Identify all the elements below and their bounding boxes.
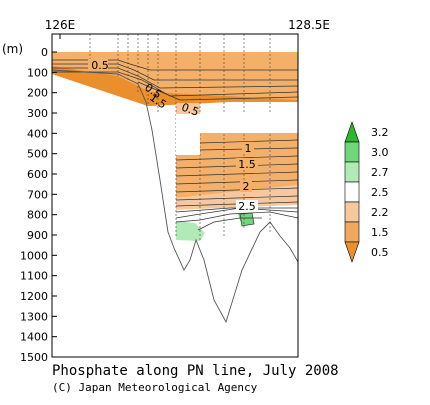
- y-tick-label-2: 200: [27, 87, 48, 100]
- y-tick-label-4: 400: [27, 127, 48, 140]
- bottom-topography-line: [51, 69, 299, 324]
- colorbar-band-3: [344, 181, 360, 203]
- y-tick-label-15: 1500: [20, 351, 48, 364]
- colorbar-label-2: 2.7: [371, 166, 389, 179]
- copyright-credit: (C) Japan Meteorological Agency: [52, 381, 258, 394]
- contour-label-3: 0.5: [180, 101, 201, 119]
- colorbar-band-1: [344, 141, 360, 163]
- deep-fill-lower: [176, 205, 298, 239]
- colorbar-band-0: [344, 121, 360, 143]
- contour-label-5: 1.5: [238, 158, 256, 171]
- y-tick-label-3: 300: [27, 107, 48, 120]
- y-axis: (m) 0 100 200 300 400 500 600 700 800 900 1000 1100…: [2, 42, 57, 364]
- y-tick-label-11: 1100: [20, 270, 48, 283]
- mid-gap-fill: [176, 103, 200, 114]
- colorbar-label-6: 0.5: [371, 246, 389, 259]
- y-tick-label-6: 600: [27, 168, 48, 181]
- y-tick-label-5: 500: [27, 148, 48, 161]
- colorbar-label-1: 3.0: [371, 146, 389, 159]
- colorbar-band-6: [344, 241, 360, 263]
- y-tick-label-8: 800: [27, 209, 48, 222]
- contour-label-4: 1: [245, 142, 252, 155]
- contour-label-0: 0.5: [91, 59, 109, 72]
- colorbar-band-4: [344, 201, 360, 223]
- contour-label-7: 2.5: [238, 200, 256, 213]
- y-tick-label-12: 1200: [20, 290, 48, 303]
- x-tick-label-1: 128.5E: [288, 18, 330, 32]
- chart-title: Phosphate along PN line, July 2008: [52, 363, 339, 379]
- y-tick-label-0: 0: [41, 46, 48, 59]
- deep-patch-green: [238, 213, 254, 226]
- y-tick-label-1: 100: [27, 66, 48, 79]
- colorbar-label-3: 2.5: [371, 186, 389, 199]
- deep-fill-middle: [176, 185, 298, 210]
- colorbar-label-5: 1.5: [371, 226, 389, 239]
- contour-labels: 0.5 0.5 1.5 0.5 1 1.5 2 2.5: [88, 59, 258, 213]
- data-fill: [52, 52, 298, 241]
- plot-frame: [51, 33, 299, 358]
- y-tick-label-14: 1400: [20, 331, 48, 344]
- data-gaps: [176, 114, 298, 155]
- colorbar-band-5: [344, 221, 360, 243]
- slope-fill: [52, 66, 298, 106]
- deep-fill-green: [176, 221, 205, 241]
- y-tick-label-9: 900: [27, 229, 48, 242]
- colorbar-label-4: 2.2: [371, 206, 389, 219]
- x-tick-label-0: 126E: [45, 18, 76, 32]
- y-tick-label-10: 1000: [20, 249, 48, 262]
- contour-label-6: 2: [243, 180, 250, 193]
- colorbar-band-2: [344, 161, 360, 183]
- y-axis-unit: (m): [2, 42, 23, 56]
- y-tick-label-13: 1300: [20, 310, 48, 323]
- x-axis: 126E 128.5E: [45, 18, 330, 39]
- colorbar: 3.2 3.0 2.7 2.5 2.2 1.5 0.5: [344, 121, 389, 263]
- y-tick-label-7: 700: [27, 188, 48, 201]
- colorbar-label-0: 3.2: [371, 126, 389, 139]
